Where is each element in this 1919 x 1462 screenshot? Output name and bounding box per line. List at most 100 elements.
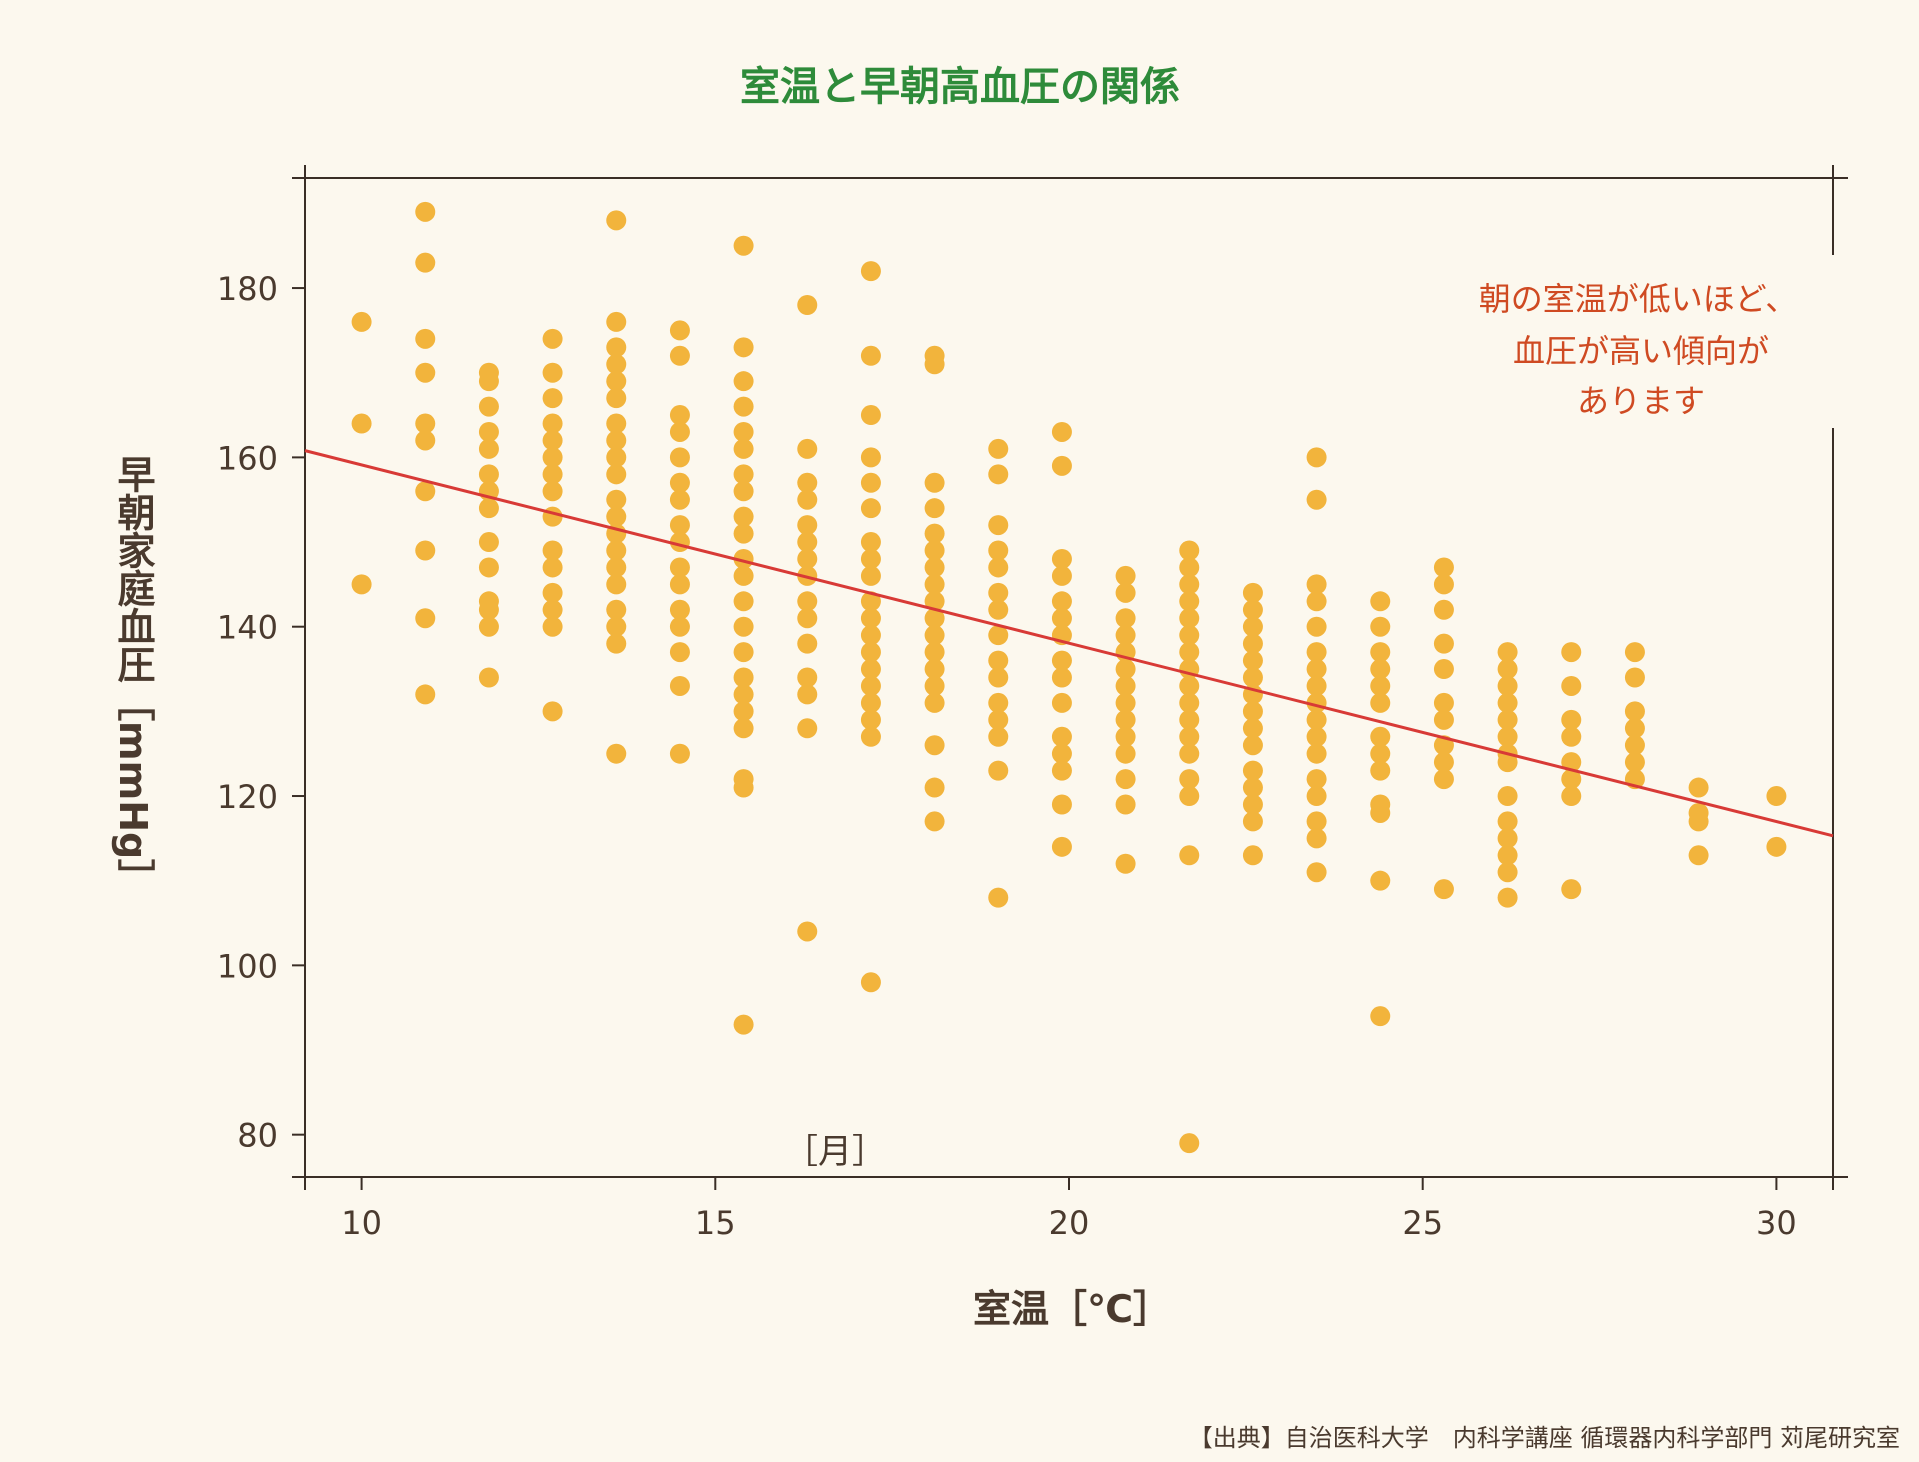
data-point bbox=[1370, 760, 1391, 781]
data-point bbox=[733, 684, 754, 705]
data-point bbox=[1179, 625, 1200, 646]
data-point bbox=[1624, 718, 1645, 739]
data-point bbox=[1115, 709, 1136, 730]
data-point bbox=[1497, 659, 1518, 680]
data-point bbox=[1561, 726, 1582, 747]
data-point bbox=[988, 582, 1009, 603]
data-point bbox=[860, 726, 881, 747]
chart-title: 室温と早朝高血圧の関係 bbox=[740, 64, 1180, 110]
data-point bbox=[797, 515, 818, 536]
trendline bbox=[304, 449, 1834, 838]
data-point bbox=[1179, 709, 1200, 730]
data-point bbox=[415, 413, 436, 434]
data-point bbox=[1051, 726, 1072, 747]
data-point bbox=[733, 616, 754, 637]
data-point bbox=[542, 413, 563, 434]
x-tick-label: 25 bbox=[1402, 1204, 1443, 1242]
data-point bbox=[924, 608, 945, 629]
data-point bbox=[1115, 608, 1136, 629]
data-point bbox=[1370, 743, 1391, 764]
data-point bbox=[1370, 870, 1391, 891]
data-point bbox=[478, 498, 499, 519]
data-point bbox=[797, 591, 818, 612]
data-point bbox=[606, 430, 627, 451]
data-point bbox=[988, 692, 1009, 713]
data-point bbox=[860, 261, 881, 282]
data-point bbox=[606, 371, 627, 392]
data-point bbox=[1051, 591, 1072, 612]
data-point bbox=[860, 659, 881, 680]
data-point bbox=[797, 608, 818, 629]
data-point bbox=[1051, 743, 1072, 764]
data-point bbox=[669, 421, 690, 442]
data-point bbox=[1624, 752, 1645, 773]
data-point bbox=[542, 362, 563, 383]
data-point bbox=[1115, 582, 1136, 603]
data-point bbox=[1766, 836, 1787, 857]
data-point bbox=[860, 972, 881, 993]
data-point bbox=[1242, 794, 1263, 815]
data-point bbox=[542, 557, 563, 578]
data-point bbox=[606, 540, 627, 561]
data-point bbox=[542, 464, 563, 485]
data-point bbox=[1051, 455, 1072, 476]
data-point bbox=[733, 718, 754, 739]
data-point bbox=[606, 210, 627, 231]
data-point bbox=[606, 557, 627, 578]
data-point bbox=[797, 294, 818, 315]
data-point bbox=[1433, 769, 1454, 790]
data-point bbox=[1370, 659, 1391, 680]
data-point bbox=[1115, 565, 1136, 586]
data-point bbox=[606, 743, 627, 764]
data-point bbox=[1433, 692, 1454, 713]
data-point bbox=[542, 701, 563, 722]
data-point bbox=[733, 523, 754, 544]
data-point bbox=[606, 447, 627, 468]
data-point bbox=[351, 413, 372, 434]
data-point bbox=[542, 506, 563, 527]
data-point bbox=[988, 709, 1009, 730]
annotation-background bbox=[1400, 262, 1840, 428]
annotation: 朝の室温が低いほど、 血圧が高い傾向が あります bbox=[1400, 262, 1840, 428]
data-point bbox=[1497, 642, 1518, 663]
data-point bbox=[478, 371, 499, 392]
data-point bbox=[1306, 811, 1327, 832]
data-point bbox=[1433, 752, 1454, 773]
data-point bbox=[478, 557, 499, 578]
data-point bbox=[1306, 489, 1327, 510]
data-point bbox=[1179, 786, 1200, 807]
y-tick-label: 100 bbox=[217, 947, 278, 985]
data-point bbox=[1179, 726, 1200, 747]
data-point bbox=[1433, 599, 1454, 620]
annotation-line-3: あります bbox=[1577, 382, 1705, 420]
data-point bbox=[733, 421, 754, 442]
data-point bbox=[1242, 650, 1263, 671]
data-point bbox=[1179, 591, 1200, 612]
data-point bbox=[797, 532, 818, 553]
data-point bbox=[669, 489, 690, 510]
data-point bbox=[797, 489, 818, 510]
data-point bbox=[1179, 675, 1200, 696]
data-point bbox=[797, 633, 818, 654]
data-point bbox=[1115, 743, 1136, 764]
data-point bbox=[1370, 642, 1391, 663]
data-point bbox=[860, 532, 881, 553]
data-point bbox=[1497, 811, 1518, 832]
data-point bbox=[1179, 540, 1200, 561]
data-point bbox=[1051, 650, 1072, 671]
data-point bbox=[988, 515, 1009, 536]
data-point bbox=[1051, 565, 1072, 586]
data-point bbox=[351, 311, 372, 332]
data-point bbox=[606, 311, 627, 332]
data-point bbox=[669, 447, 690, 468]
data-point bbox=[1433, 557, 1454, 578]
data-point bbox=[1051, 692, 1072, 713]
data-point bbox=[542, 599, 563, 620]
data-point bbox=[669, 557, 690, 578]
data-point bbox=[797, 684, 818, 705]
data-point bbox=[1497, 752, 1518, 773]
data-point bbox=[1242, 667, 1263, 688]
data-point bbox=[1051, 608, 1072, 629]
data-point bbox=[669, 743, 690, 764]
